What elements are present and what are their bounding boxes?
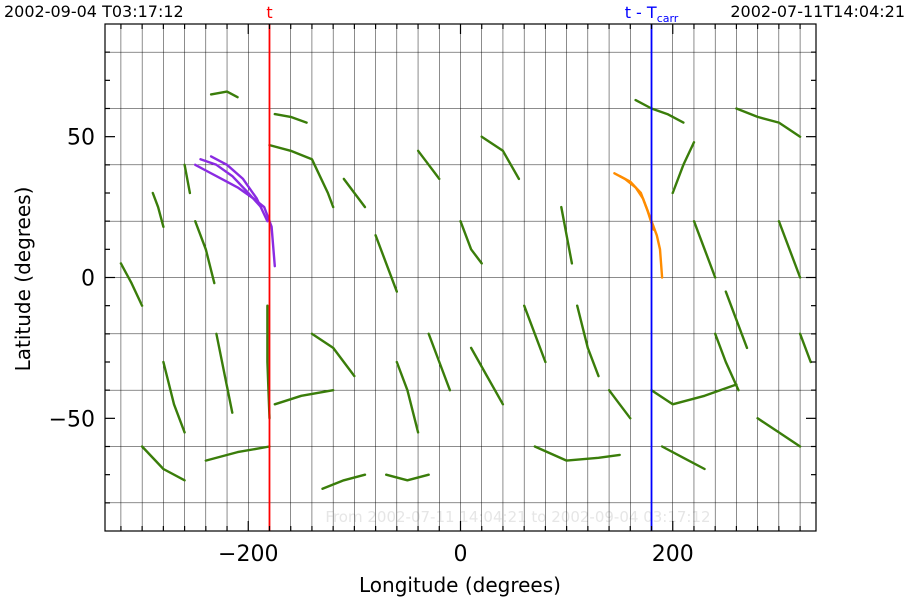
fibril-segment xyxy=(199,157,263,209)
fibril-segment xyxy=(268,143,335,209)
fibril-segment xyxy=(416,149,441,181)
fibril-segment xyxy=(735,107,802,138)
fibril-segment xyxy=(204,445,271,462)
fibril-segment xyxy=(777,219,802,279)
fibril-segment xyxy=(714,332,740,392)
fibril-segment xyxy=(724,290,749,350)
y-axis-label: Latitude (degrees) xyxy=(11,187,35,372)
fibril-segment xyxy=(459,219,483,265)
fibril-segment xyxy=(798,332,812,364)
t-marker-label: t xyxy=(266,3,272,22)
fibril-segment xyxy=(618,174,655,231)
x-axis-label: Longitude (degrees) xyxy=(359,573,561,597)
fibril-segment xyxy=(162,360,186,434)
x-tick-label: 200 xyxy=(652,542,694,567)
fibril-segment xyxy=(692,219,717,279)
fibril-segment xyxy=(193,219,216,285)
date-range-watermark: From 2002-07-11 14:04:21 to 2002-09-04 0… xyxy=(325,508,710,526)
t-carr-marker-label: t - Tcarr xyxy=(625,3,679,25)
fibril-segment xyxy=(533,445,621,462)
fibril-segment xyxy=(273,112,308,124)
fibril-segment xyxy=(560,205,574,265)
fibril-segment xyxy=(342,177,367,209)
fibril-segment xyxy=(385,473,430,482)
fibril-segment xyxy=(427,332,452,392)
fibril-segment xyxy=(140,445,186,482)
fibril-segment xyxy=(607,389,632,420)
y-tick-label: −50 xyxy=(49,407,95,432)
fibril-segment xyxy=(273,389,335,406)
fibril-segment xyxy=(119,262,144,307)
fibril-segment xyxy=(634,98,685,124)
fibril-segment xyxy=(374,234,398,293)
end-timestamp: 2002-07-11T14:04:21 xyxy=(730,2,905,21)
axes: −200 0 200 −50 0 50 xyxy=(49,24,816,567)
x-tick-label: 0 xyxy=(454,542,468,567)
fibril-series xyxy=(119,90,812,490)
fibril-segment xyxy=(310,332,356,378)
fibril-segment xyxy=(480,135,521,181)
fibril-segment xyxy=(469,346,505,406)
x-tick-label: −200 xyxy=(218,542,278,567)
fibril-segment xyxy=(650,383,738,406)
fibril-segment xyxy=(671,141,696,195)
time-marker-lines xyxy=(268,24,653,531)
fibril-segment xyxy=(576,304,600,378)
fibril-segment xyxy=(660,445,706,471)
y-tick-label: 50 xyxy=(67,126,95,151)
fibril-segment xyxy=(209,155,269,223)
fibril-segment xyxy=(321,473,367,490)
start-timestamp: 2002-09-04 T03:17:12 xyxy=(4,2,184,21)
fibril-segment xyxy=(523,304,547,364)
fibril-segment xyxy=(209,90,239,99)
fibril-segment xyxy=(756,417,802,448)
fibril-segment xyxy=(183,163,192,195)
y-tick-label: 0 xyxy=(81,267,95,292)
fibril-segment xyxy=(151,191,165,229)
grid xyxy=(105,24,816,531)
fibril-segment xyxy=(395,360,420,434)
fibril-segment xyxy=(215,332,234,414)
